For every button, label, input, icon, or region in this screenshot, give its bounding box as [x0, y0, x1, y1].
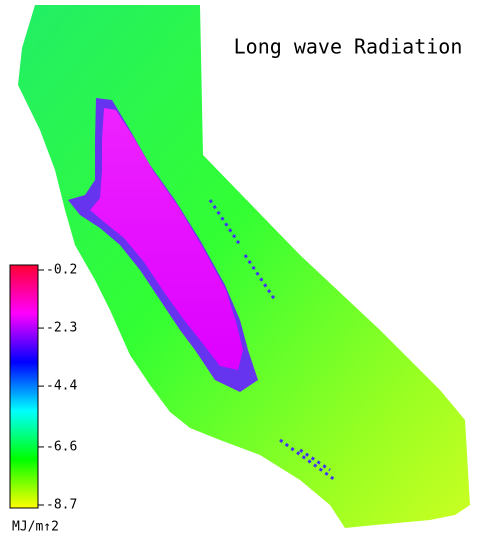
california	[18, 5, 470, 528]
tick-label: -6.6	[46, 439, 77, 454]
colorbar-ticks: -0.2 -2.3 -4.4 -6.6 -8.7	[38, 263, 77, 513]
colorbar-label: MJ/m↑2	[12, 520, 59, 535]
colorbar	[9, 264, 39, 509]
tick-label: -4.4	[46, 379, 77, 394]
tick-label: -2.3	[46, 321, 77, 336]
tick-label: -0.2	[46, 263, 77, 278]
map-title: Long wave Radiation	[234, 35, 463, 59]
valley	[90, 108, 243, 370]
tick-label: -8.7	[46, 498, 77, 513]
